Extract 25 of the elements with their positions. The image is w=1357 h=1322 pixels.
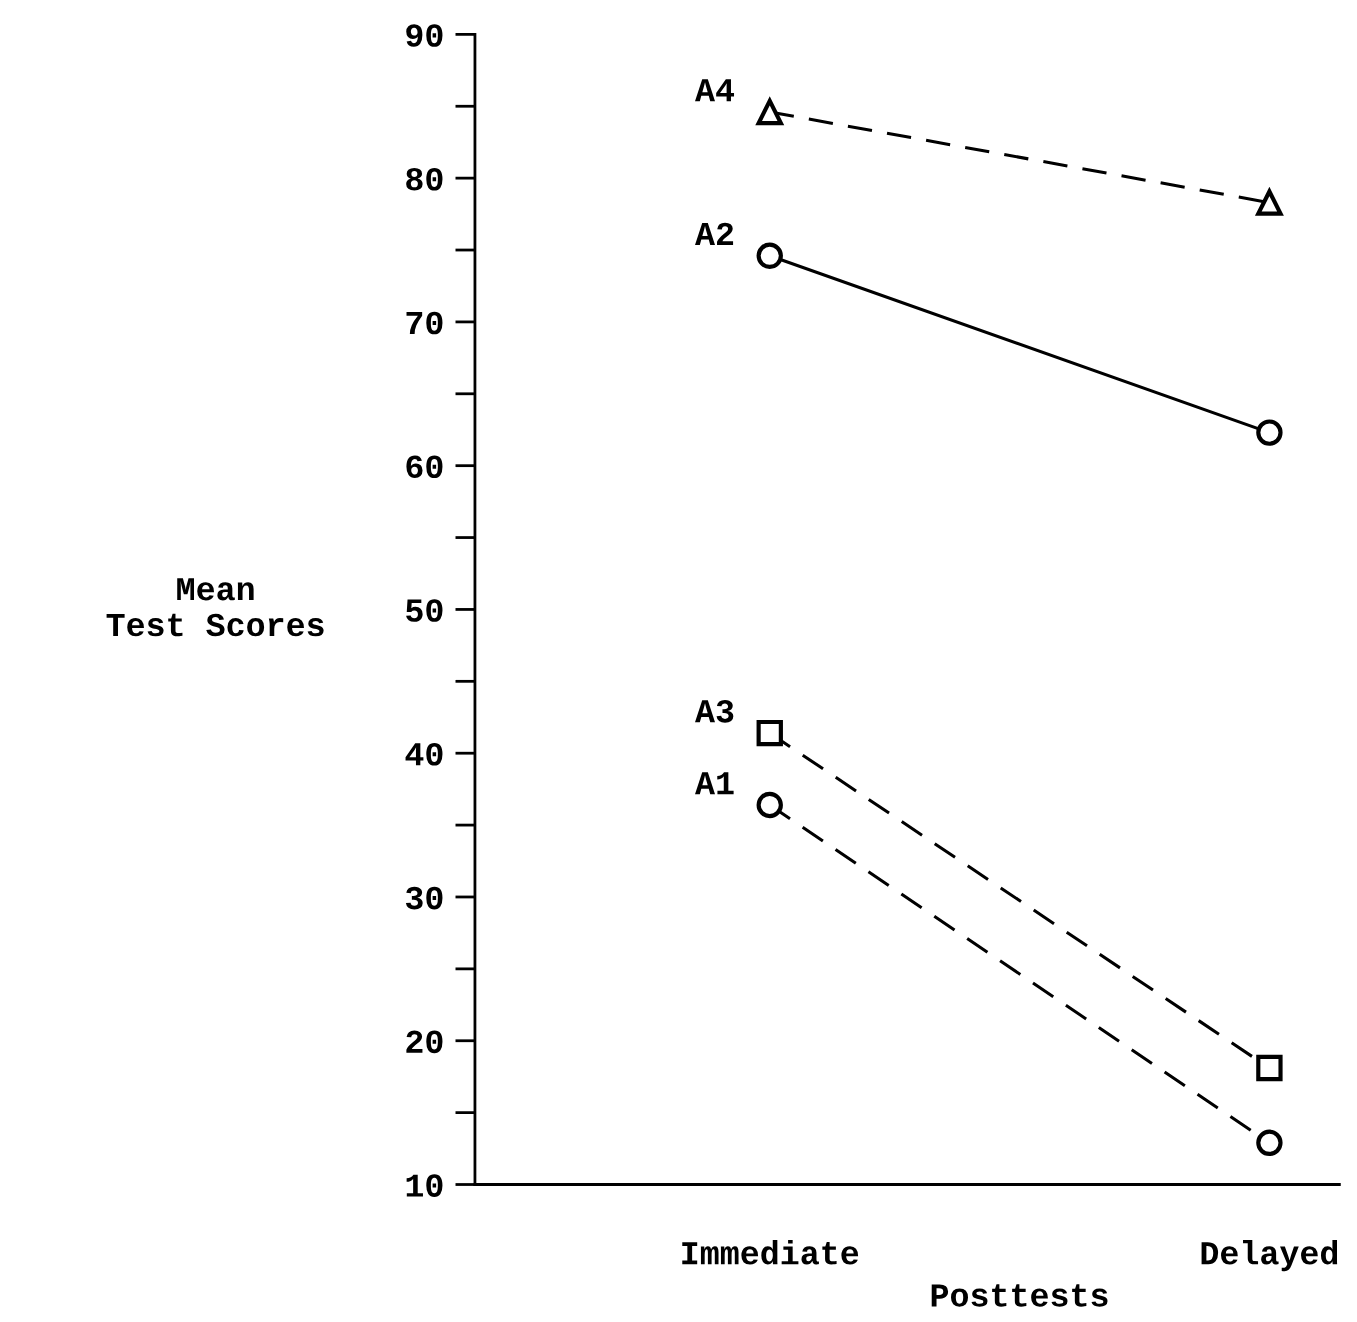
y-tick-label: 50 xyxy=(406,599,443,622)
x-axis-title: Posttests xyxy=(931,1284,1108,1307)
y-tick-label: 20 xyxy=(406,1030,443,1054)
series-label: A4 xyxy=(695,79,735,102)
point xyxy=(1256,1054,1283,1082)
y-tick-label: 30 xyxy=(405,886,443,910)
point xyxy=(755,96,785,126)
y-tick-label: 70 xyxy=(406,311,443,335)
series-label: A1 xyxy=(695,772,734,795)
point xyxy=(756,791,783,819)
series-label: A2 xyxy=(695,222,734,245)
y-tick-label: 10 xyxy=(406,1174,443,1197)
y-tick-label: 80 xyxy=(406,167,443,191)
x-tick-label: Delayed xyxy=(1201,1240,1338,1272)
point xyxy=(1256,189,1283,216)
point xyxy=(756,719,783,747)
point xyxy=(756,242,783,269)
series-label: A3 xyxy=(695,699,734,723)
y-tick-label: 60 xyxy=(406,455,443,479)
point xyxy=(1256,419,1283,446)
y-tick-label: 40 xyxy=(405,742,443,766)
y-axis-title: Mean Test Scores xyxy=(106,578,324,637)
point xyxy=(1256,1129,1283,1157)
x-tick-label: Immediate xyxy=(682,1240,859,1265)
y-tick-label: 90 xyxy=(406,24,443,47)
